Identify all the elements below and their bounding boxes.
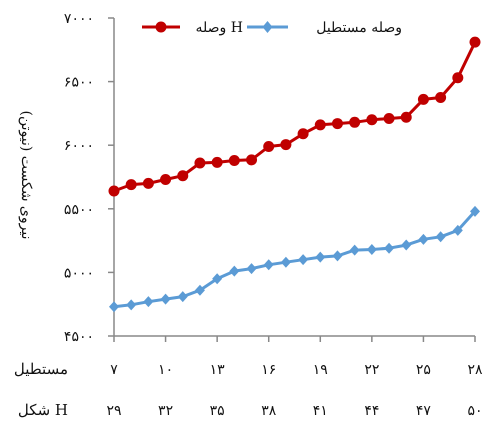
legend-marker-h	[155, 21, 167, 33]
x-tick-label: ۷	[110, 362, 118, 378]
data-point	[228, 154, 240, 166]
data-point	[332, 250, 343, 262]
data-point	[383, 112, 395, 124]
legend: وصله H وصله مستطیل	[142, 20, 402, 36]
data-point	[418, 233, 429, 245]
data-point	[143, 296, 154, 308]
legend-marker-rect	[262, 21, 273, 33]
data-point	[401, 239, 412, 251]
data-point	[108, 185, 120, 197]
x-tick-label: ۱۶	[261, 362, 276, 378]
data-point	[469, 36, 481, 48]
data-point	[349, 244, 360, 256]
data-point	[211, 156, 223, 168]
data-point	[177, 170, 189, 182]
x-tick-label: ۲۲	[364, 362, 379, 378]
data-point	[315, 251, 326, 263]
data-point	[126, 299, 137, 311]
data-point	[349, 116, 361, 128]
data-point	[400, 111, 412, 123]
x-tick-label: ۳۵	[210, 403, 225, 419]
x-row-label: شکل H	[18, 401, 68, 419]
series-layer	[108, 36, 481, 313]
x-tick-label: ۵۰	[467, 403, 482, 419]
data-point	[142, 177, 154, 189]
x-tick-label: ۱۰	[158, 362, 173, 378]
x-tick-label: ۴۴	[364, 403, 379, 419]
data-point	[212, 273, 223, 285]
x-tick-label: ۳۲	[158, 403, 173, 419]
data-point	[452, 72, 464, 84]
y-tick-label: ۵۵۰۰	[64, 202, 94, 218]
y-axis-label: نیروی شکست (نیوتن)	[18, 111, 34, 240]
y-tick-label: ۴۵۰۰	[64, 329, 94, 345]
data-point	[417, 93, 429, 105]
y-tick-label: ۶۵۰۰	[64, 75, 94, 91]
data-point	[435, 231, 446, 243]
data-point	[263, 140, 275, 152]
x-row-label: مستطیل	[14, 360, 68, 378]
x-tick-label: ۱۳	[210, 362, 226, 378]
x-tick-label: ۴۷	[416, 403, 432, 419]
data-point	[280, 256, 291, 268]
data-point	[177, 291, 188, 303]
y-tick-label: ۶۰۰۰	[64, 138, 94, 154]
data-point	[297, 128, 309, 140]
data-point	[384, 242, 395, 254]
data-point	[194, 157, 206, 169]
data-point	[246, 154, 258, 166]
data-point	[435, 92, 447, 103]
data-point	[229, 265, 240, 277]
x-tick-label: ۴۱	[313, 403, 328, 419]
data-point	[125, 179, 137, 191]
series-line-0	[113, 41, 477, 193]
x-tick-label: ۲۵	[416, 362, 431, 378]
y-tick-label: ۵۰۰۰	[64, 265, 94, 281]
legend-label-rect: وصله مستطیل	[316, 20, 402, 36]
x-tick-label: ۳۸	[261, 403, 277, 419]
data-point	[452, 224, 463, 236]
data-point	[314, 119, 326, 131]
data-point	[470, 205, 480, 217]
data-point	[263, 259, 274, 271]
data-point	[160, 293, 171, 305]
data-point	[298, 254, 309, 266]
data-point	[366, 114, 378, 126]
data-point	[109, 301, 119, 313]
y-tick-label: ۷۰۰۰	[64, 11, 94, 27]
data-point	[194, 284, 205, 296]
data-point	[160, 174, 172, 186]
data-point	[366, 244, 377, 256]
x-tick-label: ۲۹	[106, 403, 121, 419]
data-point	[246, 263, 257, 275]
series-line-1	[113, 210, 477, 309]
x-tick-label: ۱۹	[313, 362, 328, 378]
legend-label-h: وصله H	[196, 20, 243, 36]
data-point	[331, 118, 343, 130]
data-point	[280, 139, 292, 151]
x-tick-label: ۲۸	[467, 362, 483, 378]
axes: ۴۵۰۰ ۵۰۰۰ ۵۵۰۰ ۶۰۰۰ ۶۵۰۰ ۷۰۰۰ ۷ ۱۰ ۱۳ ۱۶ ۱۹ ۲۲ ۲۵ ۲۸ م…	[14, 11, 483, 419]
